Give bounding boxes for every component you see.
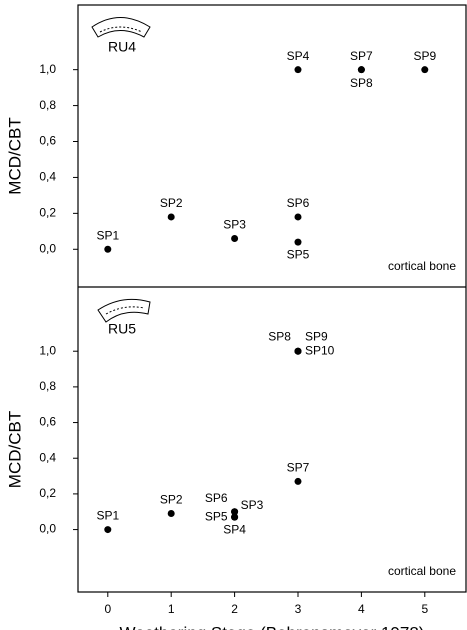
point-label: SP10 <box>305 343 335 357</box>
point-label: SP7 <box>350 49 373 63</box>
point-label: SP3 <box>241 498 264 512</box>
y-tick-label: 0,8 <box>39 98 56 112</box>
data-point <box>231 508 239 516</box>
y-tick-label: 0,8 <box>39 379 56 393</box>
data-point <box>294 477 302 485</box>
annotation: cortical bone <box>388 564 456 578</box>
x-tick-label: 1 <box>168 602 175 616</box>
point-label: SP4 <box>223 522 246 536</box>
data-point <box>104 245 112 253</box>
point-label: SP5 <box>205 509 228 523</box>
y-tick-label: 0,4 <box>39 170 56 184</box>
sample-icon <box>97 298 151 323</box>
point-label: SP1 <box>96 509 119 523</box>
x-tick-label: 0 <box>104 602 111 616</box>
point-label: SP3 <box>223 218 246 232</box>
y-tick-label: 0,6 <box>39 134 56 148</box>
data-point <box>294 347 302 355</box>
x-tick-label: 5 <box>421 602 428 616</box>
y-axis-title: MCD/CBT <box>5 117 24 194</box>
y-tick-label: 0,0 <box>39 522 56 536</box>
y-tick-label: 1,0 <box>39 62 56 76</box>
y-tick-label: 0,0 <box>39 241 56 255</box>
y-tick-label: 1,0 <box>39 343 56 357</box>
point-label: SP6 <box>205 491 228 505</box>
point-label: SP5 <box>287 247 310 261</box>
data-point <box>167 213 175 221</box>
data-point <box>294 66 302 74</box>
x-tick-label: 2 <box>231 602 238 616</box>
sample-icon <box>91 17 151 38</box>
y-tick-label: 0,4 <box>39 450 56 464</box>
panel-label: RU5 <box>108 321 136 337</box>
point-label: SP8 <box>350 76 373 90</box>
data-point <box>421 66 429 74</box>
data-point <box>231 235 239 243</box>
point-label: SP4 <box>287 49 310 63</box>
point-label: SP1 <box>96 228 119 242</box>
x-tick-label: 4 <box>358 602 365 616</box>
data-point <box>167 510 175 518</box>
point-label: SP9 <box>413 49 436 63</box>
point-label: SP7 <box>287 461 310 475</box>
annotation: cortical bone <box>388 259 456 273</box>
frame <box>77 4 467 593</box>
point-label: SP9 <box>305 329 328 343</box>
data-point <box>231 513 239 521</box>
point-label: SP6 <box>287 196 310 210</box>
data-point <box>357 66 365 74</box>
y-tick-label: 0,2 <box>39 486 56 500</box>
point-label: SP2 <box>160 493 183 507</box>
x-tick-label: 3 <box>295 602 302 616</box>
y-tick-label: 0,2 <box>39 206 56 220</box>
panel-label: RU4 <box>108 39 136 55</box>
data-point <box>294 238 302 246</box>
x-axis-title: Weathering Stage (Behrensmeyer 1978) <box>120 623 425 630</box>
y-tick-label: 0,6 <box>39 415 56 429</box>
data-point <box>104 526 112 534</box>
point-label: SP2 <box>160 196 183 210</box>
y-axis-title: MCD/CBT <box>5 411 24 488</box>
point-label: SP8 <box>268 329 291 343</box>
data-point <box>294 213 302 221</box>
